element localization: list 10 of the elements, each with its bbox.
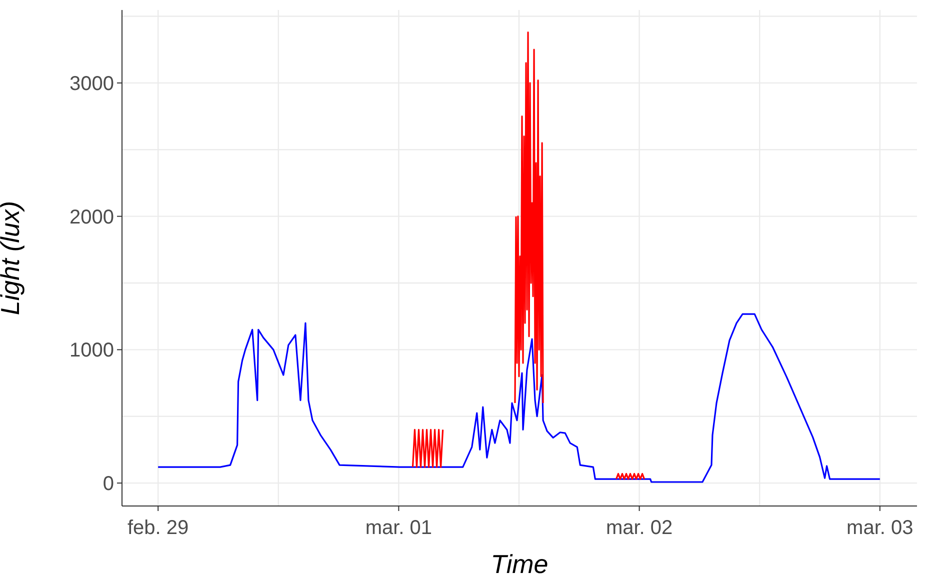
y-tick-label: 1000 [70, 340, 114, 362]
x-axis-title: Time [490, 549, 548, 575]
y-tick-label: 0 [102, 473, 114, 496]
y-axis-title: Light (lux) [0, 200, 26, 316]
x-tick-label: mar. 01 [365, 517, 432, 539]
y-tick-label: 3000 [70, 72, 114, 95]
x-tick-label: mar. 03 [846, 517, 914, 539]
x-tick-label: feb. 29 [128, 517, 189, 539]
y-tick-label: 2000 [70, 206, 114, 228]
x-tick-label: mar. 02 [606, 517, 673, 539]
